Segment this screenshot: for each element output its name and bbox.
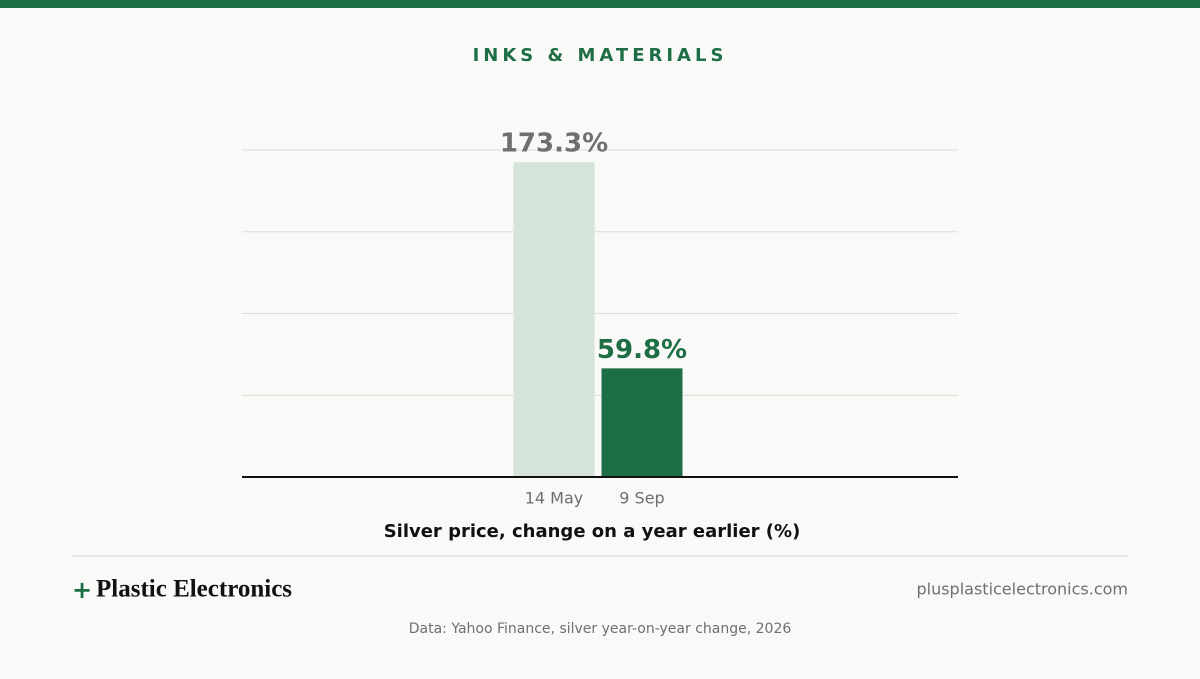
x-tick-label: 9 Sep [619, 489, 664, 508]
plot: 173.3% 14 May 59.8% 9 Sep [242, 129, 958, 508]
value-label: 173.3% [500, 129, 608, 159]
section-title: INKS & MATERIALS [473, 45, 728, 66]
source-note: Data: Yahoo Finance, silver year-on-year… [409, 621, 792, 637]
brand-mark: + [72, 576, 92, 604]
x-tick-label: 14 May [525, 489, 584, 508]
site-url: plusplasticelectronics.com [916, 580, 1128, 599]
bar [601, 368, 683, 477]
value-label: 59.8% [597, 335, 687, 365]
x-axis-label: Silver price, change on a year earlier (… [384, 521, 801, 542]
brand-name: Plastic Electronics [96, 576, 292, 603]
top-bar [0, 0, 1200, 8]
bar [513, 162, 595, 477]
